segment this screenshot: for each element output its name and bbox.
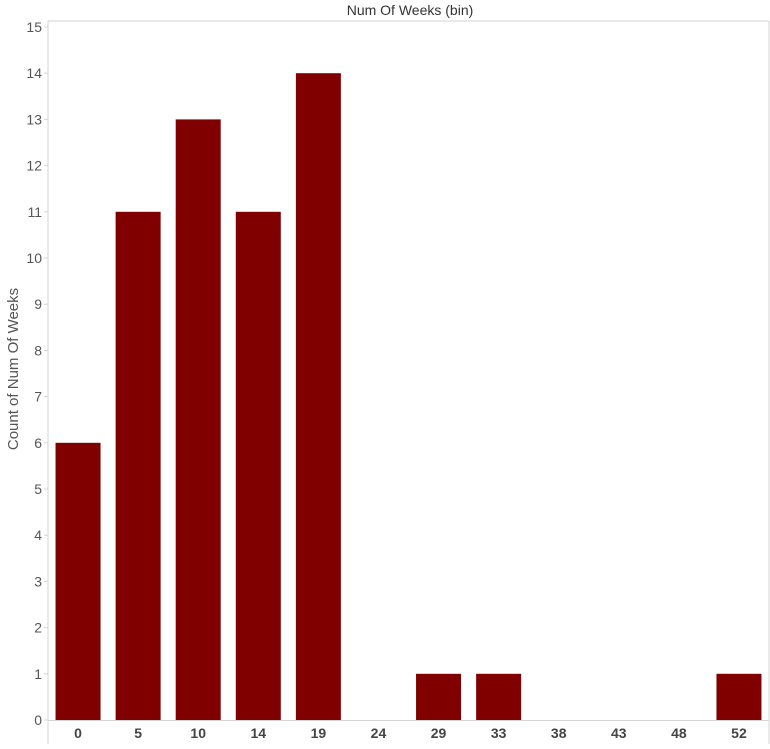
x-tick-label: 19 bbox=[311, 725, 327, 741]
y-tick-label: 4 bbox=[34, 527, 42, 543]
y-axis-title: Count of Num Of Weeks bbox=[5, 288, 22, 450]
y-tick-label: 1 bbox=[34, 666, 42, 682]
bar[interactable] bbox=[476, 673, 522, 720]
y-tick-label: 9 bbox=[34, 296, 42, 312]
bar[interactable] bbox=[235, 211, 281, 721]
y-tick-label: 8 bbox=[34, 342, 42, 358]
y-tick-label: 6 bbox=[34, 435, 42, 451]
y-tick-label: 14 bbox=[26, 65, 42, 81]
y-tick-label: 10 bbox=[26, 250, 42, 266]
bar[interactable] bbox=[55, 442, 101, 720]
bar[interactable] bbox=[115, 211, 161, 721]
bar[interactable] bbox=[716, 673, 762, 720]
plot-frame bbox=[47, 20, 770, 744]
x-tick-label: 38 bbox=[551, 725, 567, 741]
x-tick-label: 0 bbox=[74, 725, 82, 741]
y-tick-label: 2 bbox=[34, 620, 42, 636]
y-tick-label: 11 bbox=[27, 204, 42, 220]
x-tick-label: 24 bbox=[371, 725, 387, 741]
x-tick-label: 33 bbox=[491, 725, 507, 741]
x-tick-label: 52 bbox=[731, 725, 747, 741]
bars bbox=[55, 73, 762, 721]
y-tick-label: 3 bbox=[34, 573, 42, 589]
x-tick-label: 43 bbox=[611, 725, 627, 741]
bar[interactable] bbox=[416, 673, 462, 720]
y-tick-label: 5 bbox=[34, 481, 42, 497]
x-tick-label: 29 bbox=[431, 725, 447, 741]
bar[interactable] bbox=[295, 73, 341, 720]
x-axis-ticks: 0 5 10 14 19 24 29 33 38 43 48 52 bbox=[74, 725, 747, 741]
y-tick-label: 7 bbox=[34, 389, 42, 405]
x-tick-label: 48 bbox=[671, 725, 687, 741]
y-tick-label: 12 bbox=[26, 158, 42, 174]
y-tick-label: 15 bbox=[26, 19, 42, 35]
y-tick-label: 13 bbox=[26, 111, 42, 127]
x-tick-label: 10 bbox=[190, 725, 206, 741]
x-tick-label: 5 bbox=[134, 725, 142, 741]
x-axis-title: Num Of Weeks (bin) bbox=[347, 2, 474, 18]
bar[interactable] bbox=[175, 119, 221, 720]
y-tick-label: 0 bbox=[34, 712, 42, 728]
x-tick-label: 14 bbox=[251, 725, 267, 741]
